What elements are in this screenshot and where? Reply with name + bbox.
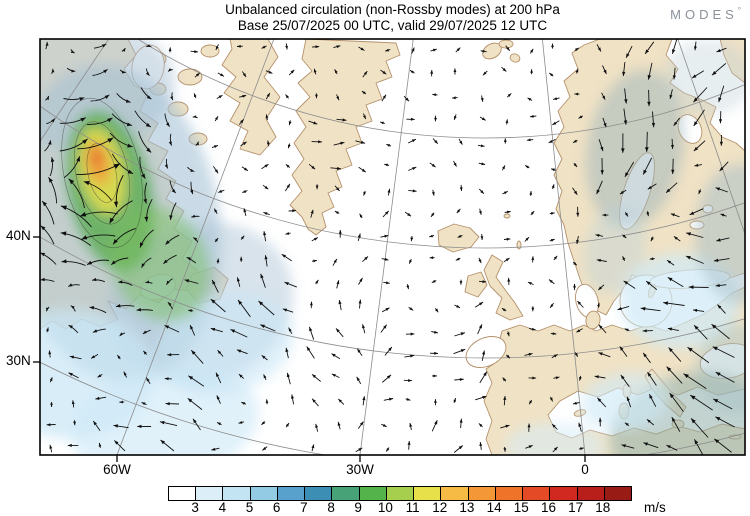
colorbar-segment (249, 487, 277, 500)
colorbar-unit: m/s (644, 500, 666, 515)
colorbar-tick-label: 4 (218, 500, 227, 515)
colorbar-tick-labels: 3 4 5 6 7 8 9 10 11 12 13 14 15 16 17 18 (168, 500, 630, 516)
lat-label-40n: 40N (6, 228, 31, 243)
map-canvas (33, 38, 746, 462)
land-ireland (464, 271, 488, 298)
lon-label-0: 0 (581, 462, 589, 477)
axis-ticks (33, 236, 586, 462)
colorbar-segment (467, 487, 495, 500)
colorbar-tick-label: 16 (540, 500, 557, 515)
chart-title: Unbalanced circulation (non-Rossby modes… (225, 2, 560, 17)
colorbar-tick-label: 13 (459, 500, 475, 515)
sea-bay-of-biscay (465, 336, 507, 368)
colorbar-tick-label: 17 (568, 500, 584, 515)
colorbar-tick-label: 18 (595, 500, 611, 515)
colorbar-segment (222, 487, 250, 500)
colorbar-segment (522, 487, 550, 500)
island-faroe (503, 213, 511, 219)
modes-logo-mark: ° (737, 6, 741, 15)
modes-logo: MODES° (670, 6, 741, 22)
lon-label-60w: 60W (103, 462, 131, 477)
land-iceland (437, 223, 480, 253)
colorbar-tick-label: 15 (513, 500, 529, 515)
storm-contours (61, 97, 143, 249)
colorbar-segment (494, 487, 523, 500)
colorbar-segment (385, 487, 414, 500)
title-block: Unbalanced circulation (non-Rossby modes… (40, 2, 745, 34)
wind-vector-arrows (40, 39, 735, 455)
land-svalbard (509, 53, 521, 63)
colorbar-segment (169, 487, 196, 500)
colorbar (168, 486, 632, 501)
colorbar-tick-label: 6 (272, 500, 281, 515)
colorbar-tick-label: 12 (432, 500, 448, 515)
colorbar-segment (603, 487, 631, 500)
colorbar-tick-label: 14 (486, 500, 502, 515)
colorbar-tick-label: 7 (300, 500, 308, 515)
colorbar-segment (549, 487, 577, 500)
colorbar-tick-label: 3 (191, 500, 199, 515)
modes-logo-text: MODES (670, 7, 738, 22)
colorbar-segment (358, 487, 386, 500)
lat-label-30n: 30N (6, 353, 31, 368)
colorbar-segment (576, 487, 604, 500)
colorbar-tick-label: 5 (245, 500, 254, 515)
island-shetland (516, 240, 522, 250)
colorbar-tick-label: 10 (377, 500, 393, 515)
colorbar-segment (413, 487, 441, 500)
land-svalbard (498, 39, 514, 49)
land-great-britain (483, 254, 524, 321)
wind-speed-shading (40, 39, 745, 455)
colorbar-tick-label: 11 (405, 500, 420, 515)
lon-label-30w: 30W (346, 462, 374, 477)
island-denmark (585, 310, 601, 330)
colorbar-segment (440, 487, 468, 500)
colorbar-tick-label: 8 (327, 500, 335, 515)
chart-subtitle: Base 25/07/2025 00 UTC, valid 29/07/2025… (237, 18, 548, 33)
colorbar-segment (276, 487, 305, 500)
colorbar-segment (304, 487, 332, 500)
land-island (200, 44, 220, 58)
colorbar-segment (195, 487, 223, 500)
map-frame (39, 38, 746, 456)
colorbar-tick-label: 9 (354, 500, 362, 515)
land-arctic-islands (221, 39, 281, 156)
land-island (177, 68, 203, 86)
colorbar-segment (331, 487, 359, 500)
